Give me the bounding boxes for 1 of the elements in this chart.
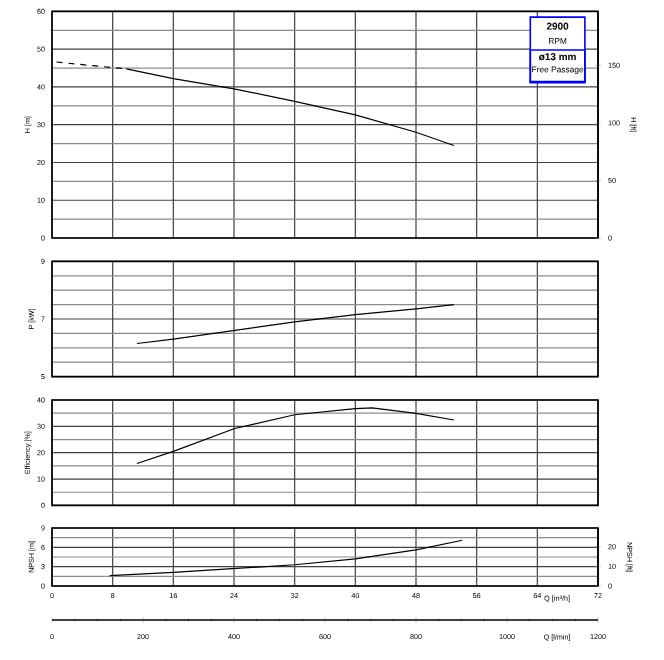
line-series xyxy=(136,407,455,465)
